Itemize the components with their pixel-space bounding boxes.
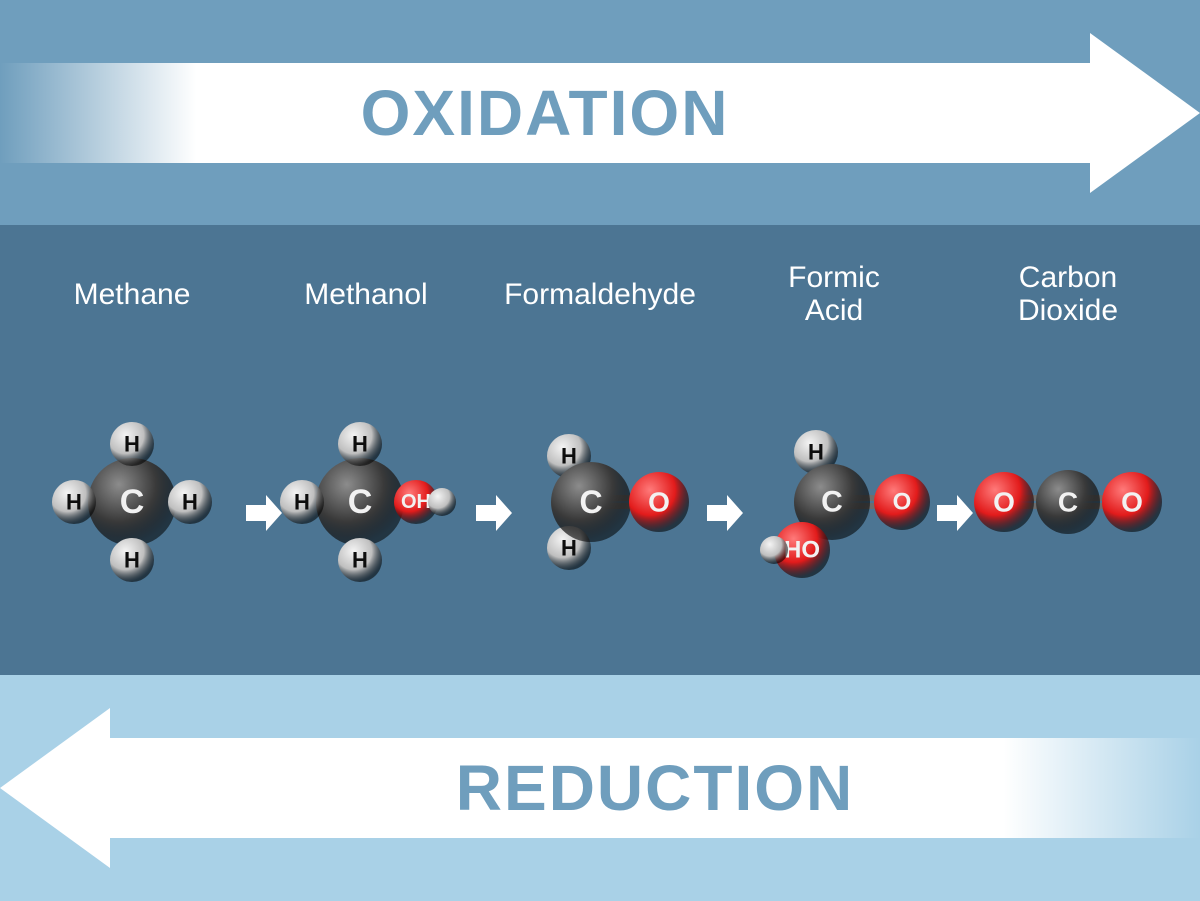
svg-text:H: H — [352, 548, 368, 573]
svg-text:H: H — [808, 440, 824, 465]
panel-methane: Methane C H H H H — [18, 225, 246, 675]
molecule-name-formaldehyde: Formaldehyde — [504, 259, 696, 329]
molecule-name-methanol: Methanol — [304, 259, 427, 329]
reduction-label: REDUCTION — [456, 751, 854, 825]
reduction-arrow: REDUCTION — [0, 708, 1200, 868]
svg-text:H: H — [66, 490, 82, 515]
molecule-methane: C H H H H — [18, 329, 246, 675]
svg-text:O: O — [648, 487, 670, 518]
molecule-methanol: C H H H OH — [252, 329, 480, 675]
svg-text:H: H — [561, 536, 577, 561]
svg-text:C: C — [348, 483, 373, 521]
svg-text:OH: OH — [401, 491, 431, 513]
svg-text:C: C — [579, 484, 602, 520]
panel-methanol: Methanol C H H H OH — [252, 225, 480, 675]
band-bottom: REDUCTION — [0, 675, 1200, 901]
band-middle: MethaneCHHHHMethanolCHHHOHFormaldehydeHH… — [0, 225, 1200, 675]
svg-text:C: C — [120, 483, 145, 521]
oxidation-arrow-shaft: OXIDATION — [0, 63, 1090, 163]
reduction-arrow-shaft: REDUCTION — [110, 738, 1200, 838]
diagram-canvas: OXIDATION MethaneCHHHHMethanolCHHHOHForm… — [0, 0, 1200, 901]
oxidation-arrow: OXIDATION — [0, 33, 1200, 193]
svg-text:O: O — [893, 489, 912, 516]
band-top: OXIDATION — [0, 0, 1200, 225]
svg-text:HO: HO — [784, 537, 820, 564]
molecule-name-formic-acid: Formic Acid — [788, 259, 880, 329]
panel-formic-acid: Formic Acid HC O HO — [720, 225, 948, 675]
oxidation-label: OXIDATION — [361, 76, 730, 150]
svg-text:C: C — [1058, 487, 1078, 518]
panel-formaldehyde: Formaldehyde H HC O — [486, 225, 714, 675]
svg-text:H: H — [182, 490, 198, 515]
svg-text:H: H — [561, 444, 577, 469]
oxidation-arrow-head — [1090, 33, 1200, 193]
molecule-panels: MethaneCHHHHMethanolCHHHOHFormaldehydeHH… — [0, 225, 1200, 675]
svg-text:H: H — [124, 432, 140, 457]
svg-text:H: H — [294, 490, 310, 515]
svg-text:H: H — [124, 548, 140, 573]
molecule-name-carbon-dioxide: Carbon Dioxide — [1018, 259, 1118, 329]
molecule-carbon-dioxide: OCO — [954, 329, 1182, 675]
reduction-arrow-head — [0, 708, 110, 868]
svg-text:O: O — [1121, 487, 1143, 518]
molecule-formic-acid: HC O HO — [720, 329, 948, 675]
molecule-name-methane: Methane — [74, 259, 191, 329]
panel-carbon-dioxide: Carbon Dioxide O C O — [954, 225, 1182, 675]
svg-text:C: C — [821, 486, 843, 519]
svg-text:H: H — [352, 432, 368, 457]
molecule-formaldehyde: H HC O — [486, 329, 714, 675]
svg-text:O: O — [993, 487, 1015, 518]
